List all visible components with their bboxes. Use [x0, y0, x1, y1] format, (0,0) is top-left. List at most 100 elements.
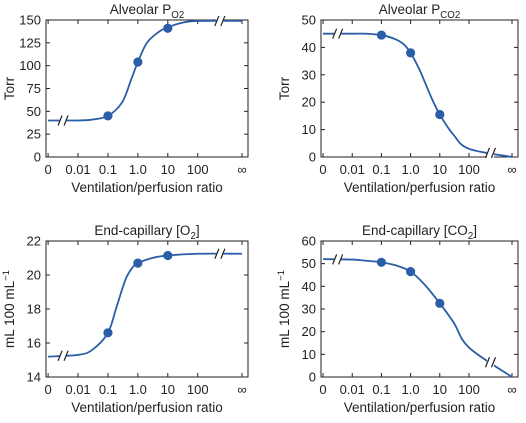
plot-frame	[320, 19, 519, 158]
axis-break-mark	[214, 248, 220, 259]
y-tick-label: 10	[302, 347, 316, 362]
x-tick-label: 1.0	[129, 162, 147, 177]
y-axis-label: Torr	[2, 76, 17, 100]
axis-break-mark	[338, 254, 344, 265]
y-tick-label: 10	[302, 122, 316, 137]
axis-break-gap	[334, 252, 342, 267]
y-tick-label: 40	[302, 40, 316, 55]
y-tick-label: 20	[302, 324, 316, 339]
axis-break-mark	[220, 248, 226, 259]
chart-title: Alveolar PCO2	[379, 2, 461, 21]
axis-break-mark	[63, 115, 69, 126]
axis-break-mark	[490, 357, 497, 368]
data-point	[103, 328, 113, 338]
series-curve	[323, 32, 513, 158]
x-axis-label: Ventilation/perfusion ratio	[71, 400, 223, 415]
x-tick-label: 0.01	[340, 162, 365, 177]
y-tick-label: 30	[302, 67, 316, 82]
axis-break-mark	[338, 28, 344, 39]
chart-title: Alveolar PO2	[110, 2, 185, 21]
data-point	[133, 57, 143, 67]
axis-break-mark	[63, 350, 69, 361]
x-tick-label: 0	[44, 382, 51, 397]
plot-frame	[45, 19, 249, 158]
y-tick-label: 18	[27, 302, 41, 317]
y-tick-label: 125	[19, 35, 41, 50]
y-tick-label: 22	[27, 234, 41, 249]
data-point	[133, 258, 143, 268]
x-tick-label: 0.1	[372, 382, 390, 397]
axis-break-gap	[59, 348, 67, 363]
chart-title: End-capillary [CO2]	[362, 223, 477, 242]
x-axis-label: Ventilation/perfusion ratio	[71, 180, 223, 195]
axis-break-mark	[220, 15, 226, 27]
axis-break-mark	[332, 254, 338, 265]
y-tick-label: 100	[19, 58, 41, 73]
x-tick-label: 0	[319, 162, 326, 177]
x-tick-label: 10	[433, 162, 447, 177]
data-point	[435, 298, 445, 308]
y-axis-label: mL 100 mL−1	[1, 270, 17, 348]
x-tick-label: 0.01	[65, 382, 90, 397]
x-tick-label: 0.1	[99, 162, 117, 177]
y-tick-label: 20	[27, 268, 41, 283]
chart-panel-3: 14 16 18 20 22 0 0.01 0.1 1.0 10 100 ∞ Ventilation/p…	[1, 223, 249, 415]
y-tick-label: 0	[309, 370, 316, 385]
x-tick-label: 10	[433, 382, 447, 397]
y-tick-label: 150	[19, 13, 41, 28]
y-tick-label: 75	[27, 81, 41, 96]
chart-panel-4: 0 10 20 30 40 50 60 0 0.01 0.1 1.0 10 100 ∞ Ventilatio…	[276, 223, 519, 415]
x-tick-label: 10	[161, 382, 175, 397]
y-tick-label: 30	[302, 302, 316, 317]
chart-title: End-capillary [O2]	[94, 223, 199, 242]
axis-break-gap	[216, 13, 224, 28]
x-tick-label: 0.01	[65, 162, 90, 177]
x-tick-label: 0.01	[340, 382, 365, 397]
y-tick-label: 60	[302, 234, 316, 249]
y-tick-label: 16	[27, 336, 41, 351]
y-tick-label: 50	[27, 104, 41, 119]
series-curve	[48, 252, 243, 358]
y-tick-label: 25	[27, 127, 41, 142]
axis-break-mark	[214, 15, 220, 27]
x-tick-label: ∞	[507, 382, 516, 397]
y-tick-label: 50	[302, 256, 316, 271]
x-tick-label: 10	[161, 162, 175, 177]
axis-break-mark	[484, 147, 491, 159]
series-curve	[48, 19, 243, 122]
x-tick-label: 0	[44, 162, 51, 177]
y-tick-label: 40	[302, 279, 316, 294]
x-axis-label: Ventilation/perfusion ratio	[344, 400, 496, 415]
axis-break-mark	[57, 350, 63, 361]
data-point	[163, 250, 173, 261]
y-tick-label: 0	[34, 150, 41, 165]
x-tick-label: 100	[187, 382, 209, 397]
x-tick-label: ∞	[237, 162, 246, 177]
axis-break-mark	[57, 115, 63, 126]
axis-break-mark	[484, 357, 491, 368]
data-point	[163, 23, 173, 33]
y-tick-label: 20	[302, 95, 316, 110]
x-tick-label: 0	[319, 382, 326, 397]
x-tick-label: 0.1	[372, 162, 390, 177]
y-axis-label: Torr	[277, 76, 292, 100]
axis-break-mark	[490, 147, 497, 159]
x-tick-label: 100	[458, 162, 480, 177]
axis-break-gap	[216, 246, 224, 261]
axis-break-gap	[59, 113, 67, 128]
axis-break-gap	[334, 26, 342, 41]
x-tick-label: 1.0	[402, 382, 420, 397]
x-tick-label: 1.0	[402, 162, 420, 177]
x-tick-label: 1.0	[129, 382, 147, 397]
chart-panel-2: 0 10 20 30 40 50 0 0.01 0.1 1.0 10 100 ∞ Ventilation/…	[277, 2, 519, 195]
x-tick-label: 100	[458, 382, 480, 397]
x-axis-label: Ventilation/perfusion ratio	[344, 180, 496, 195]
y-tick-label: 50	[302, 13, 316, 28]
x-tick-label: ∞	[237, 382, 246, 397]
plot-frame	[45, 240, 249, 378]
x-tick-label: 100	[187, 162, 209, 177]
axis-break-mark	[332, 28, 338, 39]
x-tick-label: 0.1	[99, 382, 117, 397]
